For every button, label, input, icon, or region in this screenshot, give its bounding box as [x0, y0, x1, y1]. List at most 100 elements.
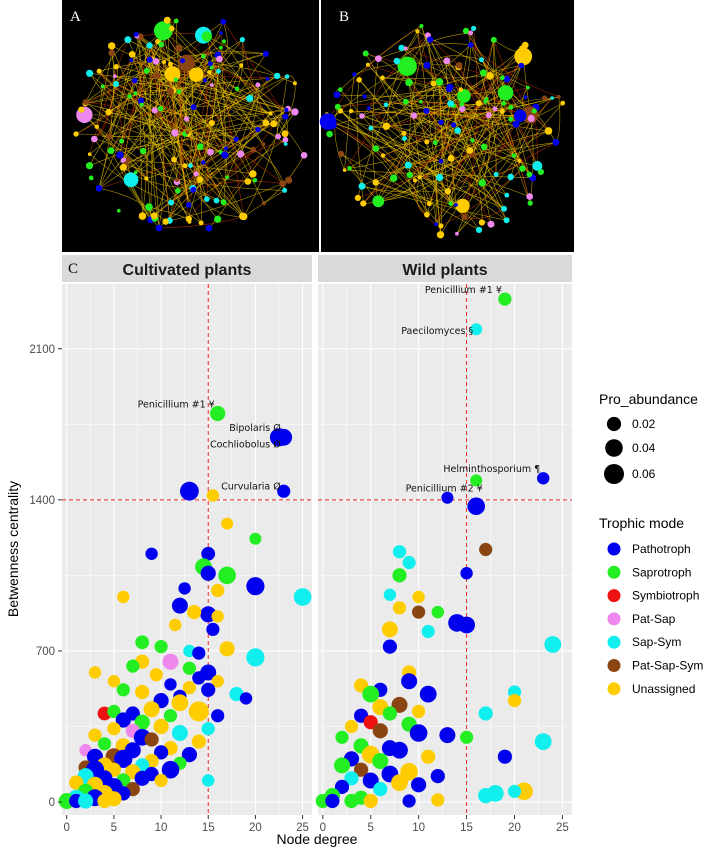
network-node [239, 37, 245, 43]
network-edge [109, 36, 141, 137]
network-edge [440, 160, 505, 209]
network-edge [206, 36, 275, 124]
data-point [162, 653, 179, 670]
network-node [504, 192, 510, 198]
network-node [221, 39, 226, 44]
network-edge [98, 138, 237, 189]
network-node [329, 121, 337, 129]
network-node [145, 203, 153, 211]
data-point [382, 639, 397, 654]
network-node [162, 60, 166, 64]
data-point [97, 793, 112, 809]
point-annotation: Penicillium #1 ¥ [138, 399, 215, 410]
network-node [125, 157, 131, 163]
network-node [268, 111, 273, 116]
network-edge [349, 168, 457, 206]
network-node [383, 102, 389, 108]
data-point [470, 474, 483, 487]
network-node [372, 195, 385, 208]
network-edge [98, 71, 155, 111]
network-node [484, 96, 489, 102]
network-node [167, 61, 173, 67]
point-annotation: Penicillium #1 ¥ [425, 285, 502, 296]
network-edge [110, 110, 155, 151]
point-annotation: Helminthosporium ¶ [443, 464, 540, 475]
network-edge [211, 67, 264, 145]
network-edge [461, 104, 492, 225]
network-node [261, 201, 267, 206]
data-point [249, 532, 262, 545]
network-edge [85, 103, 254, 150]
network-node [180, 58, 186, 64]
network-node [88, 175, 94, 181]
data-point [275, 428, 293, 446]
network-node [213, 197, 220, 204]
legend-color-label: Pathotroph [632, 542, 691, 556]
network-node [292, 81, 297, 86]
network-node [220, 18, 227, 25]
network-node [532, 160, 543, 171]
data-point [211, 583, 225, 598]
network-node [219, 45, 223, 50]
network-edge [129, 96, 202, 224]
network-edge [174, 39, 243, 134]
data-point [219, 641, 235, 657]
network-edge [334, 106, 345, 171]
network-edge [327, 121, 483, 184]
network-node [426, 36, 434, 43]
network-node [208, 120, 215, 126]
y-axis-title: Betwenness centrality [5, 481, 21, 617]
network-node [508, 104, 514, 110]
network-edge [173, 149, 221, 160]
network-node [209, 83, 214, 87]
network-node [285, 176, 293, 184]
network-edge [372, 58, 379, 202]
network-node [133, 31, 139, 37]
network-edge [447, 39, 495, 192]
network-edge [357, 35, 429, 198]
network-node [237, 150, 245, 158]
data-point [478, 706, 493, 721]
network-node [550, 96, 554, 100]
network-node [143, 67, 150, 74]
network-node [270, 120, 278, 128]
data-point [460, 730, 474, 744]
network-edge [114, 75, 271, 114]
network-node [203, 78, 208, 83]
y-tick-label: 2100 [29, 344, 55, 356]
network-edge [408, 82, 428, 215]
data-point [334, 779, 350, 795]
network-edge [375, 182, 507, 221]
network-edge [351, 110, 521, 116]
network-node [86, 69, 94, 77]
network-node [458, 87, 464, 92]
network-node [239, 63, 244, 68]
network-node [171, 156, 177, 163]
legend-color-key [607, 542, 621, 556]
network-node [113, 63, 120, 70]
network-node [501, 100, 507, 106]
network-node [219, 31, 223, 35]
network-node [185, 130, 190, 135]
data-point [191, 734, 206, 749]
network-node [503, 217, 510, 224]
network-node [488, 86, 494, 91]
data-point [498, 292, 512, 306]
network-edge [123, 167, 193, 189]
data-point [335, 730, 349, 744]
network-edge [435, 56, 524, 225]
network-edge [426, 110, 521, 118]
data-point [383, 588, 397, 601]
network-edge [401, 47, 451, 104]
network-edge [243, 76, 288, 217]
x-tick-label: 5 [111, 822, 117, 834]
network-node [158, 35, 164, 41]
network-node [526, 193, 534, 200]
network-edge [135, 72, 210, 173]
network-node [225, 175, 230, 180]
network-node [478, 179, 486, 187]
network-node [517, 158, 522, 163]
legend-color-key [607, 612, 621, 626]
network-node [128, 51, 136, 58]
network-edge [157, 41, 295, 113]
